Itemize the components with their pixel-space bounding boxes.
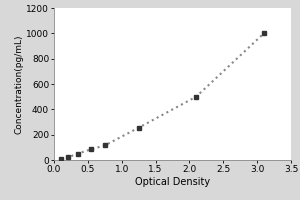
Y-axis label: Concentration(pg/mL): Concentration(pg/mL) bbox=[14, 34, 23, 134]
X-axis label: Optical Density: Optical Density bbox=[135, 177, 210, 187]
